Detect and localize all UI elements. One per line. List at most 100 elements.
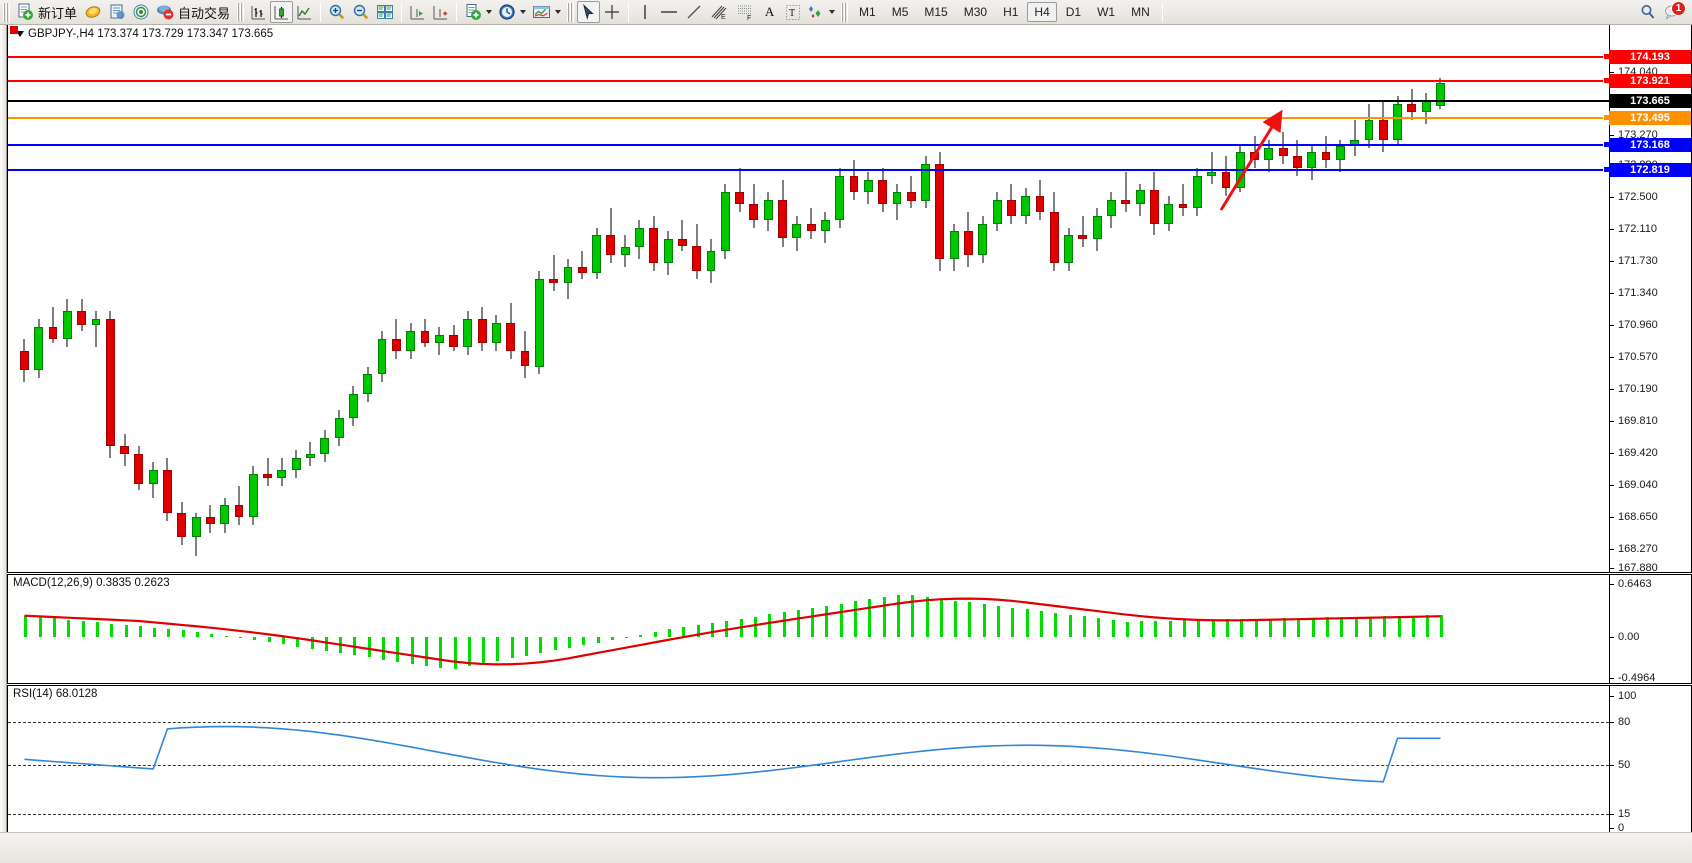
signals-button[interactable] (129, 1, 153, 23)
price-tick: 172.110 (1610, 223, 1691, 235)
terminal-button[interactable] (105, 1, 129, 23)
rsi-title: RSI(14) 68.0128 (13, 688, 98, 700)
status-bar (0, 832, 1692, 863)
cursor-icon (583, 4, 594, 20)
candle (77, 25, 87, 572)
new-order-label: 新订单 (38, 5, 78, 21)
level-drag-handle[interactable] (1603, 166, 1609, 173)
timeframe-h1[interactable]: H1 (1003, 5, 1019, 19)
chevron-down-icon-3[interactable] (555, 10, 562, 14)
macd-bar (1054, 612, 1058, 637)
candle (1335, 25, 1345, 572)
timeframe-mn[interactable]: MN (1131, 5, 1150, 19)
timeframe-m5[interactable]: M5 (891, 5, 909, 19)
candle (1321, 25, 1331, 572)
vertical-line-button[interactable] (633, 1, 656, 23)
timeframe-d1[interactable]: D1 (1065, 5, 1082, 19)
timeframe-m15[interactable]: M15 (924, 5, 948, 19)
search-button[interactable] (1636, 1, 1660, 23)
tile-windows-icon (377, 5, 394, 19)
text-label-button[interactable]: T (781, 1, 804, 23)
macd-bar (954, 600, 958, 637)
zoom-out-button[interactable] (349, 1, 373, 23)
new-order-button[interactable]: 新订单 (13, 1, 81, 23)
line-chart-button[interactable] (293, 1, 316, 23)
macd-bar (1125, 621, 1129, 637)
level-drag-handle[interactable] (1603, 114, 1609, 121)
price-tick: 169.420 (1610, 447, 1691, 459)
level-drag-handle[interactable] (1603, 141, 1609, 148)
horizontal-line-icon (661, 11, 678, 13)
chevron-down-icon[interactable] (486, 10, 493, 14)
toolbar-grip[interactable] (3, 2, 10, 22)
price-plot[interactable] (8, 25, 1609, 572)
toolbar-grip-3[interactable] (567, 2, 575, 22)
template-icon (533, 5, 551, 18)
zoom-in-button[interactable] (325, 1, 349, 23)
macd-bar (925, 597, 929, 637)
chart-shift-button[interactable] (429, 1, 452, 23)
text-button[interactable]: A (758, 1, 781, 23)
horizontal-line-button[interactable] (656, 1, 682, 23)
macd-bar (796, 610, 800, 637)
macd-signal-line (24, 597, 1441, 666)
macd-bar (711, 623, 714, 637)
fibonacci-button[interactable]: F (732, 1, 758, 23)
candle (1407, 25, 1417, 572)
trendline-button[interactable] (682, 1, 706, 23)
candle (577, 25, 587, 572)
macd-bar (968, 602, 972, 637)
macd-pane[interactable]: MACD(12,26,9) 0.3835 0.2623 0.6463 0.00 -0… (7, 574, 1692, 684)
toolbar-grip-2[interactable] (237, 2, 245, 22)
timeframe-h4[interactable]: H4 (1027, 2, 1057, 22)
chevron-down-icon-4[interactable] (829, 10, 836, 14)
price-tick: 171.730 (1610, 255, 1691, 267)
candle (48, 25, 58, 572)
candle (163, 25, 172, 572)
shapes-button[interactable] (804, 1, 838, 23)
chevron-down-icon-2[interactable] (520, 10, 527, 14)
add-indicator-icon (466, 4, 482, 20)
templates-button[interactable] (529, 1, 564, 23)
macd-bar (439, 637, 443, 669)
candle (978, 25, 988, 572)
candlestick-chart-button[interactable] (270, 1, 294, 23)
candle (821, 25, 830, 572)
left-scroll-strip[interactable] (0, 25, 7, 837)
level-drag-handle[interactable] (1603, 53, 1609, 60)
candle (606, 25, 616, 572)
indicators-button[interactable] (461, 1, 495, 23)
macd-bar (410, 637, 414, 664)
autotrading-button[interactable]: 自动交易 (153, 1, 234, 23)
equidistant-channel-button[interactable]: E (706, 1, 732, 23)
cursor-button[interactable] (577, 1, 601, 23)
level-drag-handle[interactable] (1603, 77, 1609, 84)
candle (1278, 25, 1288, 572)
macd-bar (1311, 617, 1315, 637)
tile-windows-button[interactable] (373, 1, 397, 23)
chart-menu-arrow-icon[interactable] (16, 31, 24, 37)
auto-scroll-button[interactable] (406, 1, 429, 23)
candle (277, 25, 287, 572)
toolbar-grip-4[interactable] (841, 2, 849, 22)
pivot-line-label: 173.495 (1609, 111, 1691, 125)
timeframe-m1[interactable]: M1 (859, 5, 876, 19)
timeframe-w1[interactable]: W1 (1097, 5, 1116, 19)
expert-advisors-button[interactable] (81, 1, 105, 23)
macd-bar (1297, 618, 1301, 637)
notifications-button[interactable]: 1 (1660, 1, 1686, 23)
macd-bar (224, 635, 228, 637)
support-line-2-label: 172.819 (1609, 163, 1691, 177)
autotrading-label: 自动交易 (178, 5, 231, 21)
candle (1107, 25, 1116, 572)
periods-button[interactable] (495, 1, 529, 23)
timeframe-m30[interactable]: M30 (963, 5, 988, 19)
crosshair-button[interactable] (600, 1, 624, 23)
candle (520, 25, 530, 572)
rsi-pane[interactable]: RSI(14) 68.0128 100 80 50 15 0 (7, 685, 1692, 837)
rsi-tick: 15 (1610, 808, 1691, 820)
rsi-tick: 0 (1610, 822, 1691, 834)
price-pane[interactable]: GBPJPY-,H4 173.374 173.729 173.347 173.6… (7, 25, 1692, 573)
chart-area[interactable]: GBPJPY-,H4 173.374 173.729 173.347 173.6… (0, 25, 1692, 863)
bar-chart-button[interactable] (247, 1, 270, 23)
